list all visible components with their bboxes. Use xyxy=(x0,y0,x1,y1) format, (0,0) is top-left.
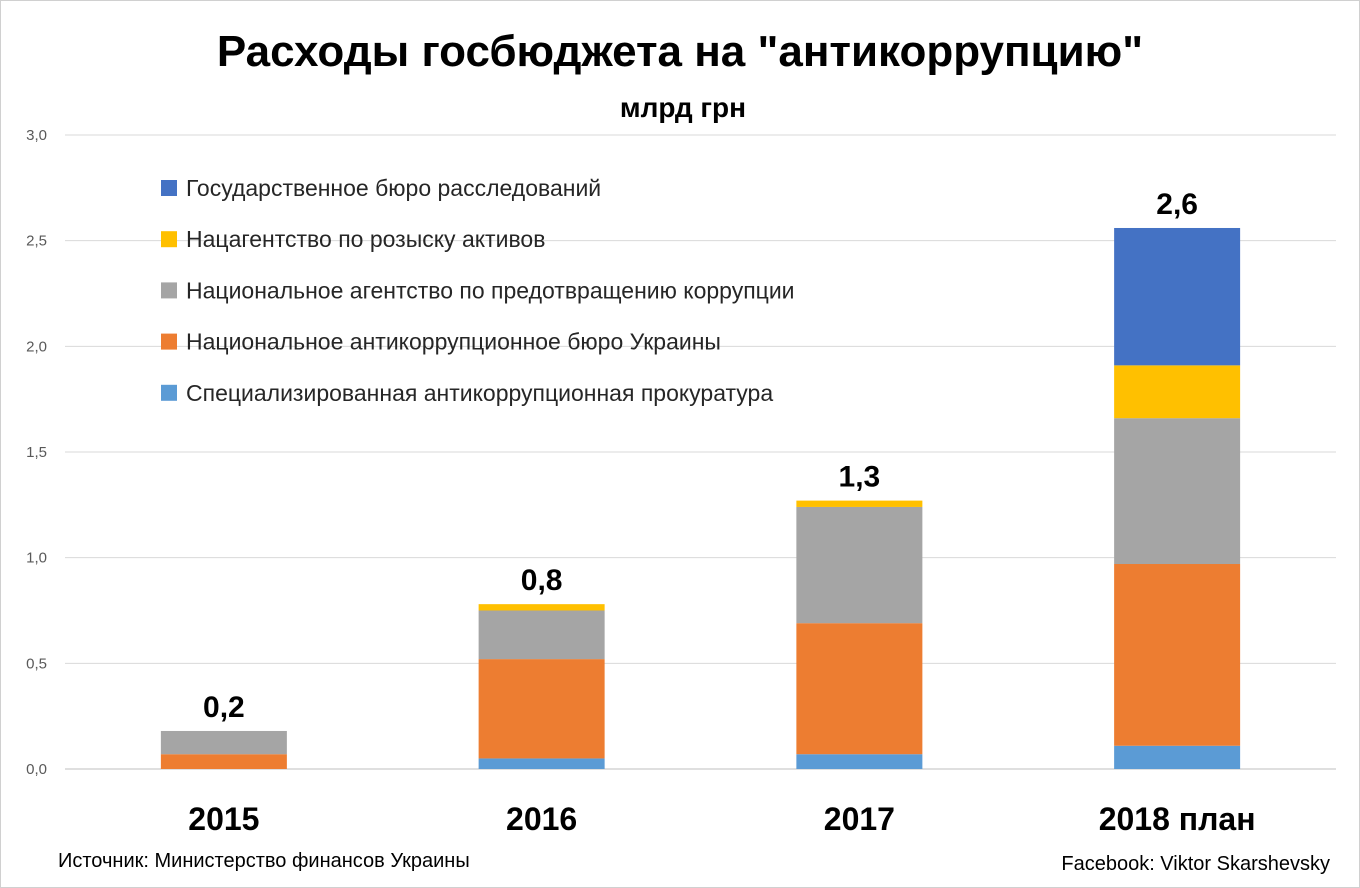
x-tick-label: 2015 xyxy=(188,801,259,837)
bar-segment xyxy=(1114,564,1241,746)
legend-label: Специализированная антикоррупционная про… xyxy=(186,380,773,406)
total-label: 0,8 xyxy=(521,564,563,597)
legend-label: Национальное антикоррупционное бюро Укра… xyxy=(186,329,721,355)
bar-segment xyxy=(1114,365,1241,419)
legend-swatch xyxy=(161,333,177,350)
total-label: 2,6 xyxy=(1156,188,1198,221)
bar-segment xyxy=(478,610,605,660)
bar-segment xyxy=(1114,418,1241,565)
bar-segment xyxy=(160,730,287,755)
legend-label: Государственное бюро расследований xyxy=(186,175,601,201)
legend-swatch xyxy=(161,180,177,196)
bar-segment xyxy=(478,659,605,759)
bar-segment xyxy=(478,758,605,769)
y-tick-label: 2,0 xyxy=(26,338,47,355)
bar-segment xyxy=(796,506,923,624)
source-note: Источник: Министерство финансов Украины xyxy=(58,850,470,872)
bar-segment xyxy=(796,754,923,769)
chart-title: Расходы госбюджета на "антикоррупцию" xyxy=(217,27,1143,76)
legend-label: Нацагентство по розыску активов xyxy=(186,226,545,252)
legend-swatch xyxy=(161,231,177,248)
bar-segment xyxy=(160,754,287,769)
total-label: 0,2 xyxy=(203,691,245,724)
total-label: 1,3 xyxy=(839,461,881,494)
legend-swatch xyxy=(161,384,177,401)
bar-segment xyxy=(478,604,605,611)
bar-segment xyxy=(796,623,923,755)
bar-segment xyxy=(1114,227,1241,366)
legend-swatch xyxy=(161,282,177,299)
credit-note: Facebook: Viktor Skarshevsky xyxy=(1061,853,1330,875)
chart-subtitle: млрд грн xyxy=(620,92,746,123)
y-tick-label: 0,5 xyxy=(26,655,47,672)
y-tick-label: 3,0 xyxy=(26,127,47,144)
y-tick-label: 1,5 xyxy=(26,444,47,461)
bar-segment xyxy=(796,500,923,507)
x-tick-label: 2017 xyxy=(824,801,895,837)
y-tick-label: 2,5 xyxy=(26,233,47,250)
x-tick-label: 2016 xyxy=(506,801,577,837)
x-tick-label: 2018 план xyxy=(1099,801,1256,837)
y-tick-label: 1,0 xyxy=(26,550,47,567)
bar-segment xyxy=(1114,745,1241,769)
y-tick-label: 0,0 xyxy=(26,761,47,778)
legend-label: Национальное агентство по предотвращению… xyxy=(186,277,795,303)
